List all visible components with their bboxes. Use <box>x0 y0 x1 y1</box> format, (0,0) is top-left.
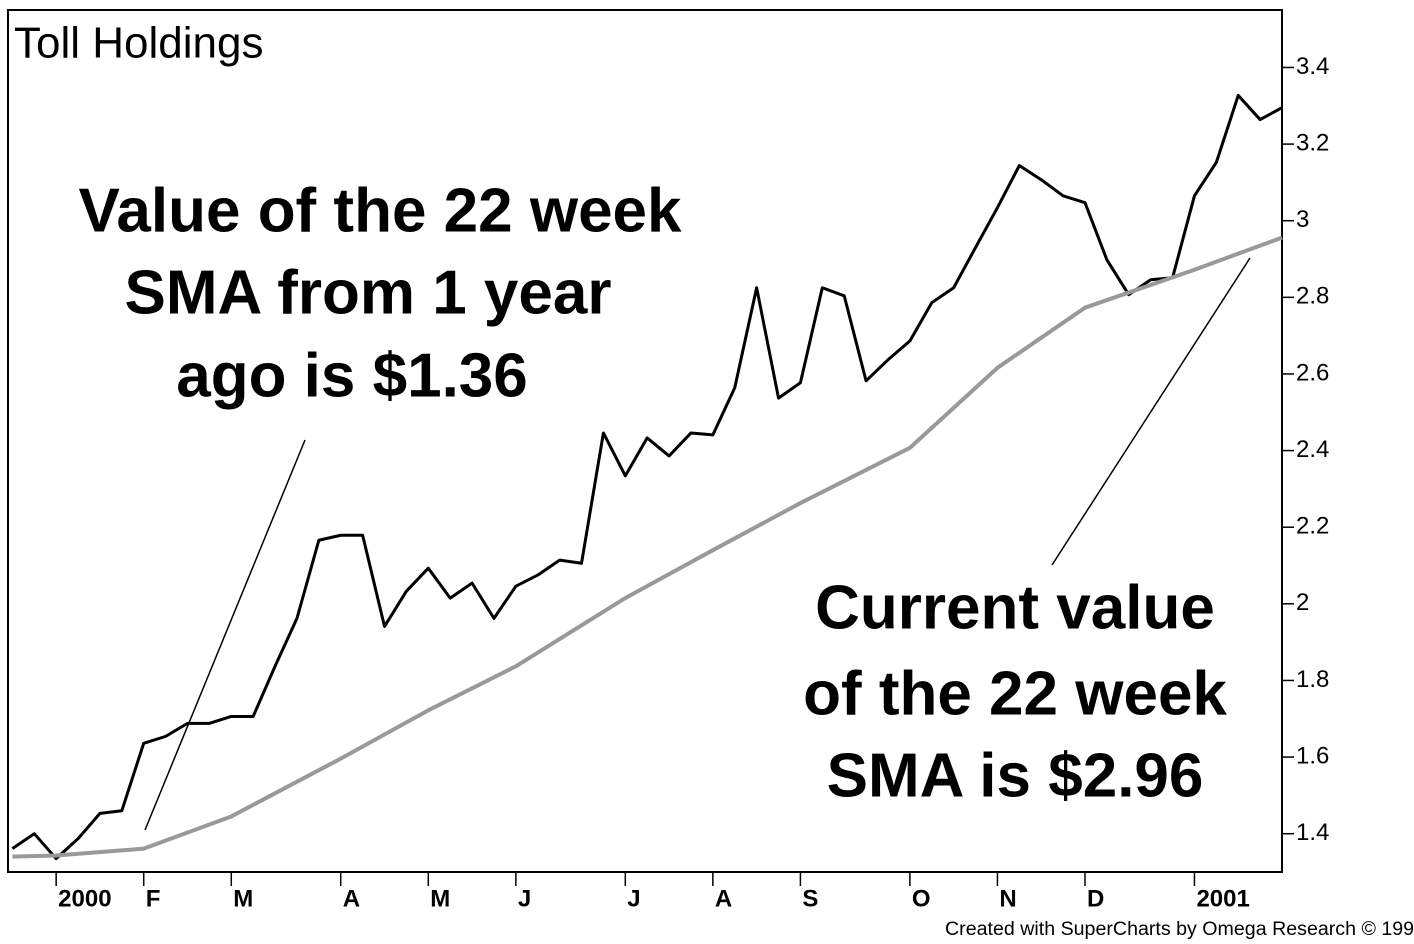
y-tick-label: 2.8 <box>1296 283 1329 310</box>
x-tick-label: J <box>627 885 640 912</box>
x-tick-label: N <box>999 885 1016 912</box>
x-tick-label: A <box>343 885 360 912</box>
x-tick-label: F <box>146 885 161 912</box>
y-tick-label: 2.2 <box>1296 513 1329 540</box>
annotation-pointer <box>144 439 306 831</box>
annotation: SMA from 1 year <box>125 258 612 327</box>
annotation: Current value <box>815 573 1215 642</box>
x-tick-label: 2000 <box>58 885 111 912</box>
x-tick-label: S <box>802 885 818 912</box>
annotation-pointer <box>1051 257 1251 566</box>
annotation: ago is $1.36 <box>176 341 528 410</box>
annotation: SMA is $2.96 <box>827 741 1204 810</box>
x-tick-label: J <box>518 885 531 912</box>
annotation: Value of the 22 week <box>78 176 682 245</box>
x-tick-label: M <box>233 885 253 912</box>
line-series <box>11 93 1283 861</box>
x-tick-label: D <box>1087 885 1104 912</box>
plot-frame <box>7 9 1283 873</box>
y-tick-label: 1.8 <box>1296 666 1329 693</box>
footer: Created with SuperCharts by Omega Resear… <box>945 919 1414 940</box>
line-series <box>12 235 1283 859</box>
y-tick-label: 3.4 <box>1296 53 1329 80</box>
y-tick-label: 2.6 <box>1296 359 1329 386</box>
x-tick-label: M <box>430 885 450 912</box>
x-tick-label: A <box>715 885 732 912</box>
chart-title: Toll Holdings <box>14 19 263 68</box>
y-tick-label: 3 <box>1296 206 1309 233</box>
y-tick-label: 2 <box>1296 589 1309 616</box>
y-tick-label: 1.6 <box>1296 742 1329 769</box>
x-tick-label: 2001 <box>1196 885 1249 912</box>
y-tick-label: 2.4 <box>1296 436 1329 463</box>
y-tick-label: 1.4 <box>1296 819 1329 846</box>
x-tick-label: O <box>912 885 931 912</box>
annotation: of the 22 week <box>803 659 1227 728</box>
y-tick-label: 3.2 <box>1296 129 1329 156</box>
